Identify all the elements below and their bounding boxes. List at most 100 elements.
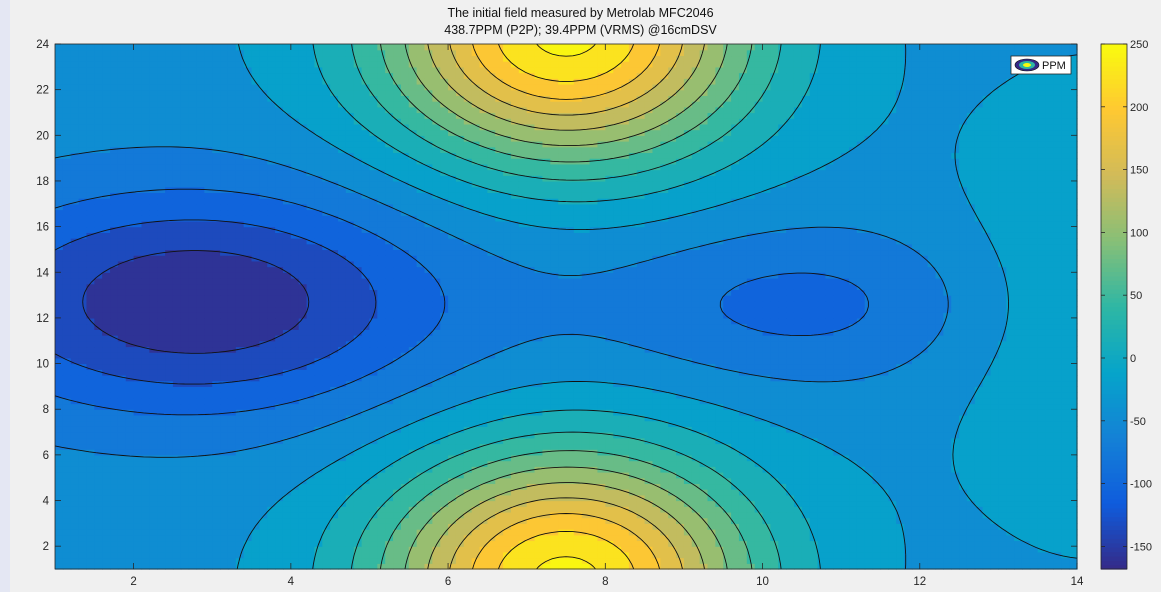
contour-cell: [786, 386, 795, 393]
contour-cell: [1029, 511, 1039, 519]
contour-cell: [793, 523, 803, 530]
contour-cell: [707, 523, 716, 530]
contour-cell: [793, 534, 803, 542]
contour-cell: [911, 483, 921, 490]
contour-cell: [495, 443, 504, 450]
contour-cell: [117, 403, 127, 410]
contour-cell: [1021, 494, 1031, 502]
contour-cell: [479, 352, 488, 359]
contour-cell: [70, 392, 80, 399]
contour-cell: [652, 443, 661, 450]
contour-cell: [809, 437, 819, 445]
contour-cell: [786, 551, 795, 559]
contour-cell: [534, 489, 544, 496]
contour-cell: [817, 397, 827, 405]
contour-cell: [966, 420, 976, 427]
contour-cell: [864, 357, 874, 365]
contour-cell: [770, 557, 779, 564]
contour-cell: [817, 517, 827, 524]
contour-cell: [94, 466, 103, 473]
contour-cell: [110, 403, 119, 410]
contour-cell: [385, 363, 394, 370]
contour-cell: [518, 551, 528, 559]
contour-cell: [110, 357, 119, 365]
contour-cell: [94, 563, 103, 570]
contour-cell: [338, 523, 347, 530]
contour-cell: [196, 529, 205, 536]
contour-cell: [542, 432, 551, 439]
contour-cell: [275, 540, 284, 547]
contour-cell: [723, 437, 732, 445]
contour-cell: [951, 551, 960, 559]
contour-cell: [1029, 374, 1039, 382]
contour-cell: [676, 494, 685, 502]
contour-cell: [676, 363, 685, 370]
contour-cell: [180, 534, 190, 542]
contour-cell: [448, 523, 457, 530]
contour-cell: [149, 352, 158, 359]
contour-cell: [180, 409, 190, 416]
contour-cell: [259, 517, 268, 524]
contour-cell: [86, 534, 95, 542]
contour-cell: [157, 346, 166, 353]
contour-cell: [503, 546, 512, 553]
contour-cell: [731, 397, 740, 405]
contour-cell: [463, 460, 473, 467]
contour-cell: [746, 357, 756, 365]
contour-cell: [345, 466, 355, 473]
contour-cell: [723, 551, 732, 559]
contour-cell: [526, 449, 536, 456]
contour-cell: [660, 437, 669, 445]
contour-cell: [322, 477, 331, 485]
contour-cell: [204, 443, 213, 450]
contour-cell: [235, 540, 245, 547]
contour-cell: [880, 460, 889, 467]
contour-cell: [149, 471, 158, 479]
contour-cell: [636, 420, 646, 427]
contour-cell: [251, 460, 260, 467]
contour-cell: [86, 437, 95, 445]
contour-cell: [1029, 369, 1039, 376]
contour-cell: [1037, 380, 1047, 387]
contour-cell: [896, 540, 905, 547]
contour-cell: [660, 540, 669, 547]
contour-cell: [141, 449, 150, 456]
contour-cell: [510, 500, 520, 507]
contour-cell: [259, 454, 268, 462]
contour-cell: [471, 432, 481, 439]
contour-cell: [621, 506, 630, 513]
contour-cell: [424, 437, 433, 445]
contour-cell: [70, 517, 80, 524]
contour-cell: [282, 477, 292, 485]
contour-cell: [377, 529, 386, 536]
contour-cell: [1045, 352, 1055, 359]
contour-cell: [400, 471, 410, 479]
contour-cell: [518, 409, 528, 416]
contour-cell: [385, 517, 394, 524]
contour-cell: [259, 437, 268, 445]
contour-cell: [479, 506, 488, 513]
contour-cell: [534, 369, 544, 376]
contour-cell: [440, 426, 449, 433]
contour-cell: [534, 414, 544, 422]
contour-cell: [621, 363, 630, 370]
contour-cell: [408, 483, 418, 490]
contour-cell: [1029, 352, 1039, 359]
contour-cell: [817, 432, 827, 439]
contour-cell: [652, 494, 661, 502]
contour-cell: [746, 483, 756, 490]
contour-cell: [621, 454, 630, 462]
contour-cell: [345, 551, 355, 559]
contour-cell: [455, 386, 465, 393]
contour-cell: [691, 437, 701, 445]
contour-cell: [220, 511, 229, 519]
contour-cell: [770, 397, 779, 405]
contour-cell: [510, 397, 520, 405]
contour-cell: [762, 420, 771, 427]
contour-cell: [1014, 471, 1023, 479]
contour-cell: [833, 506, 842, 513]
contour-cell: [62, 346, 72, 353]
contour-cell: [959, 483, 968, 490]
contour-cell: [117, 386, 127, 393]
contour-cell: [581, 437, 591, 445]
